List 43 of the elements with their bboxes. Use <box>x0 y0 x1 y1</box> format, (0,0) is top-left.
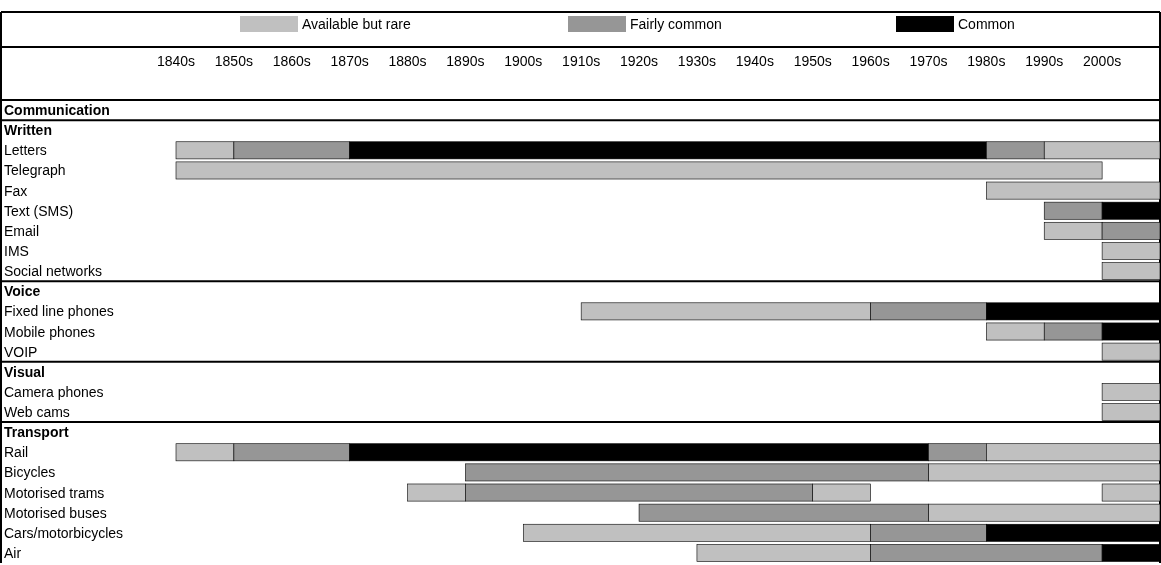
x-tick-label: 1940s <box>735 53 774 69</box>
x-tick-label: 1960s <box>851 53 890 69</box>
legend-label: Common <box>958 16 1015 32</box>
y-tick-label: IMS <box>4 242 29 259</box>
y-tick-label: Transport <box>4 424 69 441</box>
y-tick-label: Rail <box>4 444 29 461</box>
y-tick-label: Visual <box>4 363 45 380</box>
y-tick-label: Communication <box>4 102 110 119</box>
x-tick-label: 1970s <box>909 53 948 69</box>
x-tick-label: 1900s <box>504 53 543 69</box>
y-tick-label: Voice <box>4 283 41 300</box>
y-tick-label: Motorised trams <box>4 484 105 501</box>
x-tick-label: 1990s <box>1025 53 1064 69</box>
y-tick-label: Social networks <box>4 263 103 280</box>
y-tick-label: Fixed line phones <box>4 303 114 320</box>
y-tick-label: Motorised buses <box>4 504 107 521</box>
x-tick-label: 1910s <box>562 53 601 69</box>
y-tick-label: Air <box>4 544 22 561</box>
x-tick-label: 1950s <box>793 53 832 69</box>
y-tick-label: Written <box>4 122 52 139</box>
x-tick-label: 2000s <box>1083 53 1122 69</box>
x-tick-label: 1980s <box>967 53 1006 69</box>
y-tick-label: Fax <box>4 182 28 199</box>
x-tick-label: 1850s <box>214 53 253 69</box>
y-tick-label: Text (SMS) <box>4 202 74 219</box>
y-tick-label: Web cams <box>4 404 70 421</box>
legend-label: Available but rare <box>302 16 411 32</box>
x-tick-label: 1840s <box>156 53 196 69</box>
legend-label: Fairly common <box>630 16 722 32</box>
y-tick-label: Mobile phones <box>4 323 96 340</box>
y-tick-label: Letters <box>4 142 47 159</box>
x-tick-label: 1920s <box>619 53 659 69</box>
y-tick-label: Email <box>4 222 40 239</box>
y-tick-label: VOIP <box>4 343 38 360</box>
x-tick-label: 1890s <box>446 53 485 69</box>
x-tick-label: 1870s <box>330 53 369 69</box>
x-tick-label: 1880s <box>388 53 427 69</box>
y-tick-label: Cars/motorbicycles <box>4 524 124 541</box>
y-tick-label: Camera phones <box>4 383 104 400</box>
y-tick-label: Telegraph <box>4 162 66 179</box>
y-tick-label: Bicycles <box>4 464 56 481</box>
x-tick-label: 1860s <box>272 53 311 69</box>
x-tick-label: 1930s <box>677 53 717 69</box>
